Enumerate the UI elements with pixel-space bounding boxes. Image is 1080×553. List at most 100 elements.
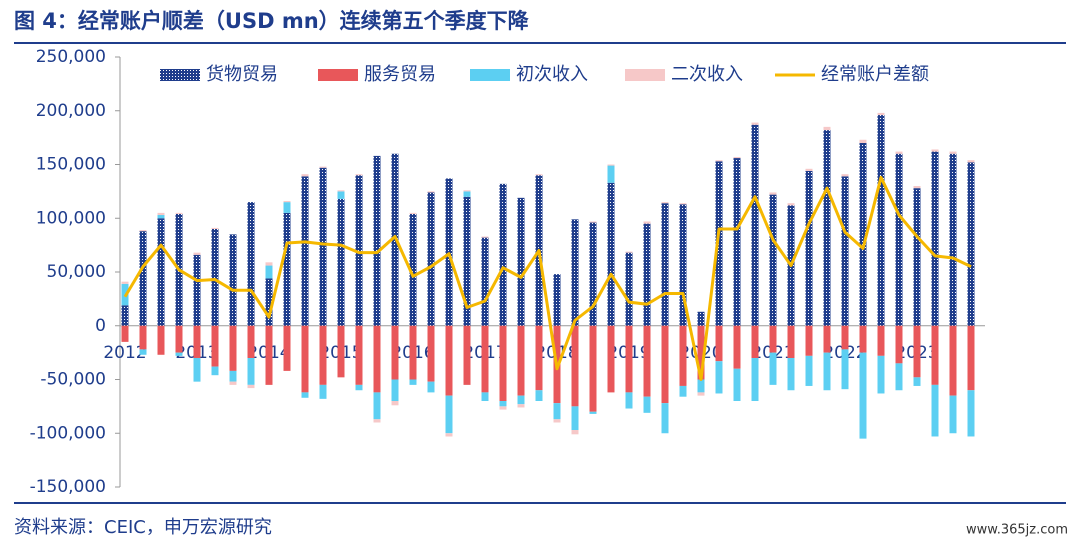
bar (211, 325, 219, 367)
bar (769, 325, 777, 353)
bar (859, 325, 867, 353)
bar (913, 325, 921, 378)
bar (643, 396, 651, 413)
bar (571, 325, 579, 407)
bar (769, 192, 777, 195)
bar (409, 379, 417, 385)
bar (931, 149, 939, 152)
bar (895, 325, 903, 364)
bar (337, 190, 345, 192)
bar (859, 143, 867, 326)
bar (157, 325, 165, 355)
bar (445, 433, 453, 437)
bar (661, 325, 669, 404)
y-tick-label: -150,000 (30, 477, 106, 497)
bar (625, 325, 633, 393)
bar (571, 219, 579, 326)
bar (193, 325, 201, 358)
legend-label: 二次收入 (671, 64, 743, 85)
bar (463, 325, 471, 385)
bar (409, 213, 417, 326)
bar (499, 406, 507, 410)
bar (607, 165, 615, 183)
bar (517, 395, 525, 405)
legend-swatch (160, 69, 200, 81)
bar (391, 325, 399, 380)
bar (211, 229, 219, 326)
bar (247, 358, 255, 385)
bar (715, 160, 723, 162)
bar (139, 325, 147, 350)
bar (823, 325, 831, 353)
bar (607, 164, 615, 166)
bar (589, 222, 597, 326)
y-tick-label: 100,000 (36, 208, 106, 228)
bar (643, 223, 651, 326)
bar (805, 168, 813, 171)
bar (967, 325, 975, 391)
bar (571, 406, 579, 431)
bar (625, 392, 633, 409)
bar (787, 358, 795, 391)
bar (895, 151, 903, 154)
bar (859, 139, 867, 143)
bar (661, 202, 669, 204)
bar (121, 281, 129, 284)
bar (337, 198, 345, 326)
legend-label: 初次收入 (516, 64, 588, 85)
bar (895, 153, 903, 326)
bar (841, 174, 849, 177)
bar (607, 325, 615, 393)
bar (175, 325, 183, 353)
bar (913, 377, 921, 386)
bar (427, 381, 435, 393)
bar (229, 234, 237, 326)
bar (733, 325, 741, 369)
bar (499, 401, 507, 407)
bar (841, 176, 849, 326)
bar (589, 411, 597, 414)
bar (157, 215, 165, 219)
bar (301, 176, 309, 326)
legend-swatch (470, 69, 510, 81)
bar (193, 252, 201, 255)
bar (733, 368, 741, 401)
bar (139, 349, 147, 355)
bar (445, 178, 453, 326)
bar (949, 325, 957, 396)
bar (139, 231, 147, 326)
bar (679, 203, 687, 205)
bar (877, 355, 885, 394)
bar (355, 175, 363, 326)
bar (319, 167, 327, 326)
y-tick-label: -100,000 (30, 423, 106, 443)
bar (751, 358, 759, 401)
bar (283, 202, 291, 213)
bar (445, 395, 453, 434)
bar (121, 305, 129, 326)
y-tick-label: 50,000 (47, 262, 106, 282)
bar (643, 325, 651, 397)
bar (265, 278, 273, 326)
legend-label: 服务贸易 (364, 64, 436, 85)
bar (751, 122, 759, 125)
bar (697, 392, 705, 396)
bar (391, 379, 399, 401)
bar (139, 230, 147, 232)
bar (625, 251, 633, 253)
bar (949, 151, 957, 154)
bar (805, 355, 813, 386)
watermark: www.365jz.com (966, 523, 1068, 538)
bar (499, 183, 507, 326)
bar (283, 325, 291, 371)
bar (553, 419, 561, 423)
bar (373, 155, 381, 326)
bar (319, 325, 327, 385)
chart-title: 图 4：经常账户顺差（USD mn）连续第五个季度下降 (14, 9, 530, 33)
line (123, 175, 972, 381)
bar (535, 174, 543, 176)
bar (337, 325, 345, 378)
source: 资料来源：CEIC，申万宏源研究 (14, 517, 272, 538)
bar (481, 392, 489, 401)
bar (463, 190, 471, 192)
